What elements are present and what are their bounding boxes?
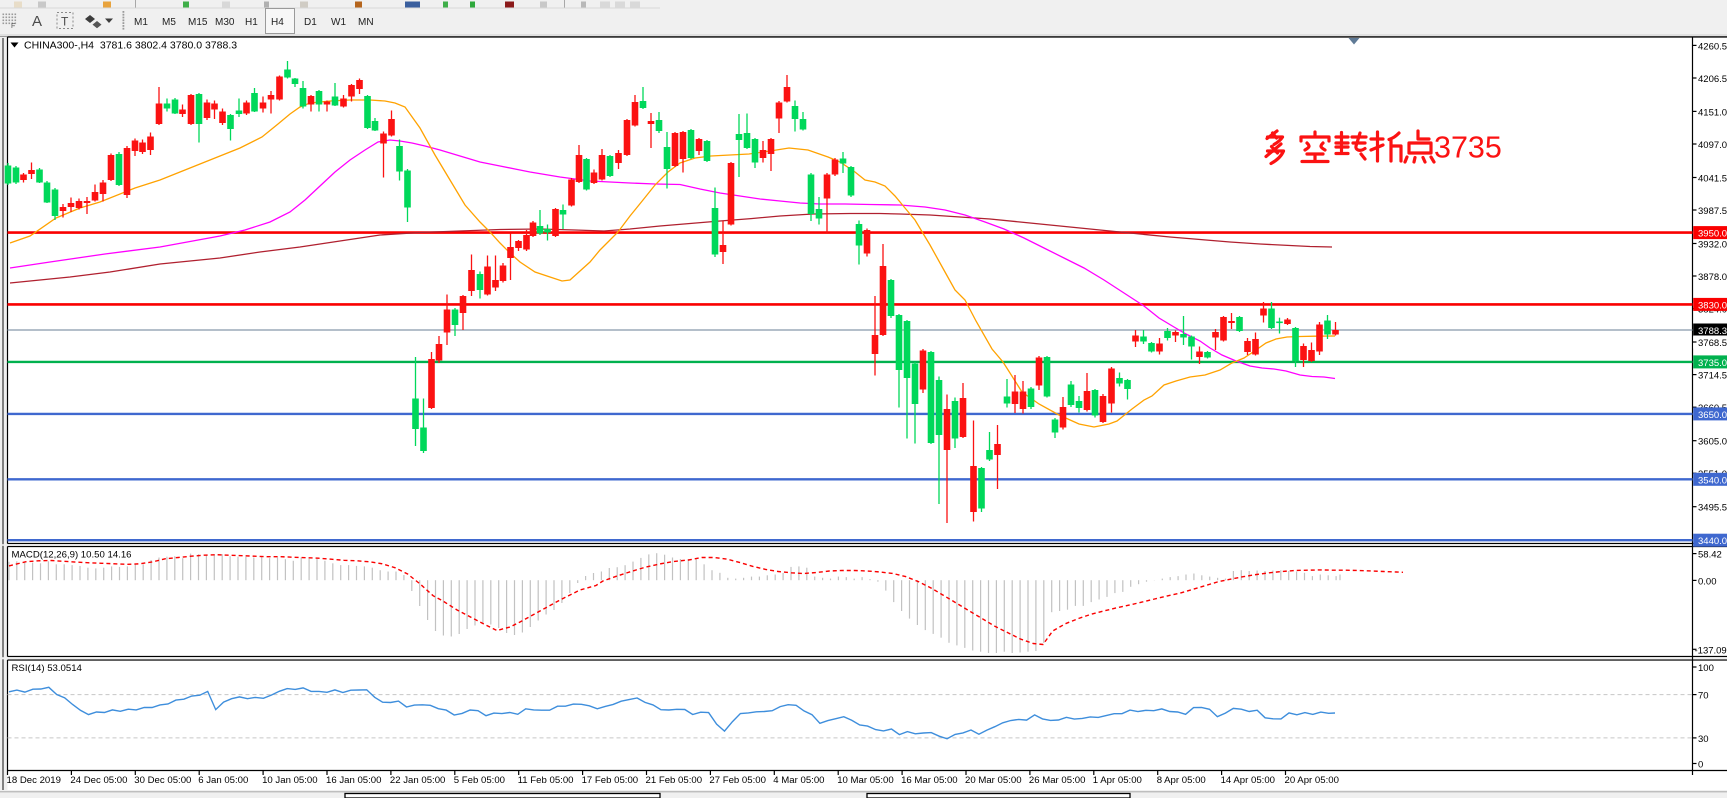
svg-text:3605.0: 3605.0 (1698, 437, 1727, 448)
svg-text:18 Dec 2019: 18 Dec 2019 (7, 775, 61, 786)
svg-text:M30: M30 (215, 17, 235, 28)
svg-text:M15: M15 (188, 17, 208, 28)
svg-text:M5: M5 (162, 17, 176, 28)
svg-text:10 Jan 05:00: 10 Jan 05:00 (262, 775, 317, 786)
svg-text:3495.5: 3495.5 (1698, 503, 1727, 514)
svg-text:D1: D1 (304, 17, 317, 28)
svg-text:3950.0: 3950.0 (1698, 229, 1727, 240)
svg-text:11 Feb 05:00: 11 Feb 05:00 (518, 775, 574, 786)
svg-text:70: 70 (1698, 691, 1709, 702)
svg-text:30: 30 (1698, 734, 1709, 745)
svg-text:4097.0: 4097.0 (1698, 140, 1727, 151)
svg-text:30 Dec 05:00: 30 Dec 05:00 (134, 775, 191, 786)
svg-text:6 Jan 05:00: 6 Jan 05:00 (198, 775, 248, 786)
svg-text:4 Mar 05:00: 4 Mar 05:00 (773, 775, 824, 786)
svg-text:26 Mar 05:00: 26 Mar 05:00 (1029, 775, 1086, 786)
svg-text:H4: H4 (271, 17, 284, 28)
svg-text:3735.0: 3735.0 (1698, 358, 1727, 369)
svg-text:3735: 3735 (1434, 131, 1502, 165)
svg-text:A: A (32, 13, 42, 30)
svg-text:4151.0: 4151.0 (1698, 107, 1727, 118)
svg-text:4206.5: 4206.5 (1698, 74, 1727, 85)
svg-text:-137.09: -137.09 (1695, 645, 1727, 656)
svg-text:10 Mar 05:00: 10 Mar 05:00 (837, 775, 894, 786)
svg-text:F: F (11, 23, 15, 30)
svg-text:3932.0: 3932.0 (1698, 240, 1727, 251)
svg-text:3788.3: 3788.3 (1698, 326, 1727, 337)
svg-text:21 Feb 05:00: 21 Feb 05:00 (646, 775, 703, 786)
svg-text:17 Feb 05:00: 17 Feb 05:00 (582, 775, 639, 786)
svg-text:58.42: 58.42 (1698, 550, 1722, 561)
svg-text:M1: M1 (134, 17, 148, 28)
svg-text:3440.0: 3440.0 (1698, 536, 1727, 547)
svg-text:8 Apr 05:00: 8 Apr 05:00 (1157, 775, 1206, 786)
svg-text:3830.0: 3830.0 (1698, 300, 1727, 311)
svg-text:22 Jan 05:00: 22 Jan 05:00 (390, 775, 445, 786)
svg-text:0: 0 (1698, 760, 1703, 771)
svg-text:RSI(14) 53.0514: RSI(14) 53.0514 (12, 663, 83, 674)
svg-text:3540.0: 3540.0 (1698, 475, 1727, 486)
svg-text:0.00: 0.00 (1698, 576, 1717, 587)
svg-text:20 Mar 05:00: 20 Mar 05:00 (965, 775, 1022, 786)
svg-text:1 Apr 05:00: 1 Apr 05:00 (1093, 775, 1142, 786)
svg-text:27 Feb 05:00: 27 Feb 05:00 (709, 775, 766, 786)
svg-text:4260.5: 4260.5 (1698, 41, 1727, 52)
svg-text:100: 100 (1698, 663, 1714, 674)
svg-text:5 Feb 05:00: 5 Feb 05:00 (454, 775, 505, 786)
svg-text:16 Jan 05:00: 16 Jan 05:00 (326, 775, 381, 786)
svg-text:14 Apr 05:00: 14 Apr 05:00 (1221, 775, 1275, 786)
svg-text:T: T (61, 15, 69, 29)
svg-text:3714.5: 3714.5 (1698, 371, 1727, 382)
svg-text:MACD(12,26,9) 10.50 14.16: MACD(12,26,9) 10.50 14.16 (12, 550, 132, 561)
svg-text:4041.5: 4041.5 (1698, 174, 1727, 185)
svg-text:3650.0: 3650.0 (1698, 410, 1727, 421)
svg-text:3987.5: 3987.5 (1698, 206, 1727, 217)
svg-text:24 Dec 05:00: 24 Dec 05:00 (70, 775, 127, 786)
svg-text:H1: H1 (245, 17, 258, 28)
svg-text:CHINA300-,H4 3781.6 3802.4 37: CHINA300-,H4 3781.6 3802.4 3780.0 3788.3 (24, 40, 237, 52)
svg-text:16 Mar 05:00: 16 Mar 05:00 (901, 775, 958, 786)
svg-text:3768.5: 3768.5 (1698, 338, 1727, 349)
svg-text:3878.0: 3878.0 (1698, 272, 1727, 283)
svg-text:MN: MN (358, 17, 374, 28)
svg-text:W1: W1 (331, 17, 346, 28)
svg-text:20 Apr 05:00: 20 Apr 05:00 (1285, 775, 1339, 786)
